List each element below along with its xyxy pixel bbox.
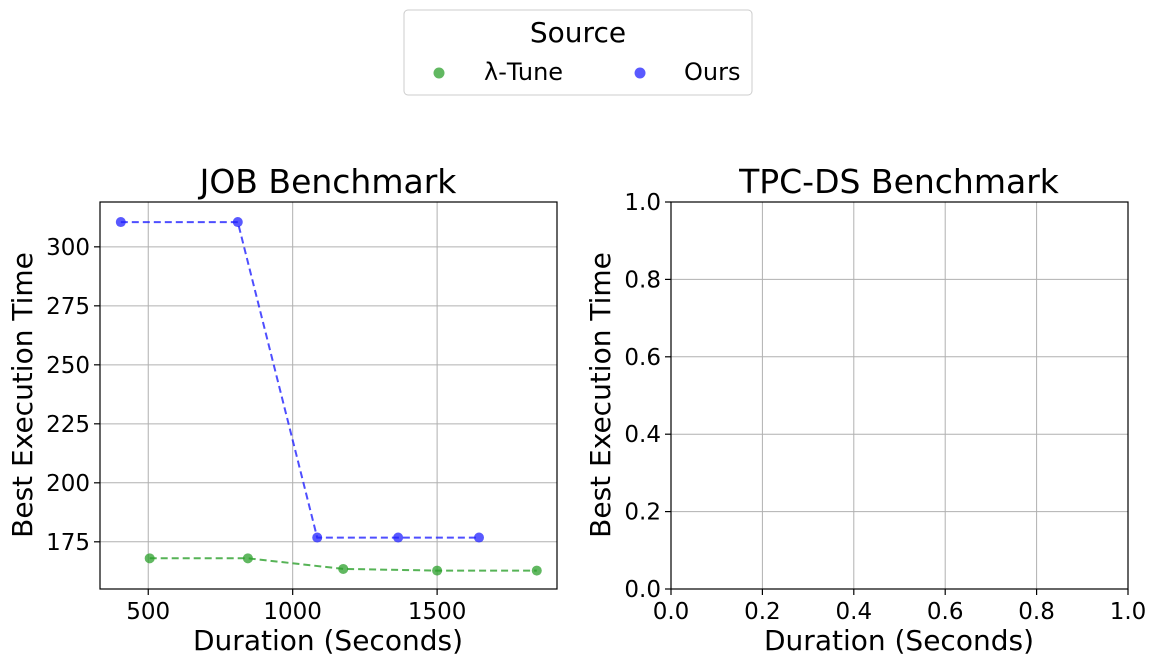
legend-marker-ours	[634, 67, 646, 79]
chart-title: TPC-DS Benchmark	[738, 162, 1060, 201]
x-tick-label: 0.6	[927, 599, 964, 625]
plot-frame	[670, 201, 1129, 590]
x-tick-label: 0.2	[744, 599, 781, 625]
y-tick-label: 200	[46, 471, 90, 497]
legend-label-lambda-tune: λ-Tune	[484, 58, 563, 86]
plot-frame	[99, 201, 558, 590]
x-tick-label: 1000	[263, 599, 322, 625]
chart-title: JOB Benchmark	[198, 162, 458, 201]
series-line-lambda-tune	[149, 557, 537, 572]
data-point-lambda-tune	[242, 553, 253, 564]
y-tick-label: 0.6	[624, 345, 661, 371]
x-tick-label: 0.8	[1018, 599, 1055, 625]
series-line-ours	[120, 221, 479, 539]
x-tick-label: 500	[126, 599, 170, 625]
data-point-lambda-tune	[531, 565, 542, 576]
tpcds-benchmark-chart: TPC-DS Benchmark 0.0 0.2 0.4 0.6 0.8 1.0 0.0 0.…	[584, 162, 1146, 657]
data-point-ours	[232, 217, 243, 228]
y-tick-label: 225	[46, 412, 90, 438]
legend-marker-lambda-tune	[433, 67, 445, 79]
y-tick-label: 0.2	[624, 500, 661, 526]
y-tick-label: 0.0	[624, 577, 661, 603]
legend-label-ours: Ours	[684, 58, 740, 86]
y-tick-label: 175	[46, 530, 90, 556]
y-tick-label: 300	[46, 235, 90, 261]
y-axis-label: Best Execution Time	[584, 252, 617, 538]
y-axis-label: Best Execution Time	[6, 252, 39, 538]
y-tick-label: 275	[46, 294, 90, 320]
y-tick-label: 0.4	[624, 422, 661, 448]
data-point-ours	[393, 532, 404, 543]
data-point-ours	[312, 532, 323, 543]
x-tick-label: 0.4	[836, 599, 873, 625]
data-point-lambda-tune	[144, 553, 155, 564]
data-point-lambda-tune	[338, 563, 349, 574]
y-tick-label: 1.0	[624, 190, 661, 216]
legend-title: Source	[530, 16, 626, 49]
y-tick-label: 0.8	[624, 267, 661, 293]
x-axis-label: Duration (Seconds)	[764, 624, 1034, 657]
x-axis-label: Duration (Seconds)	[193, 624, 463, 657]
legend: Source λ-Tune Ours	[403, 9, 753, 96]
x-tick-label: 0.0	[653, 599, 690, 625]
job-benchmark-chart: JOB Benchmark 500 1000 1500 175 200 225 250 275…	[6, 162, 558, 657]
x-tick-label: 1.0	[1110, 599, 1147, 625]
x-tick-label: 1500	[408, 599, 467, 625]
data-point-ours	[115, 217, 126, 228]
legend-box	[403, 9, 753, 96]
y-tick-label: 250	[46, 353, 90, 379]
data-point-lambda-tune	[432, 565, 443, 576]
data-point-ours	[474, 532, 485, 543]
